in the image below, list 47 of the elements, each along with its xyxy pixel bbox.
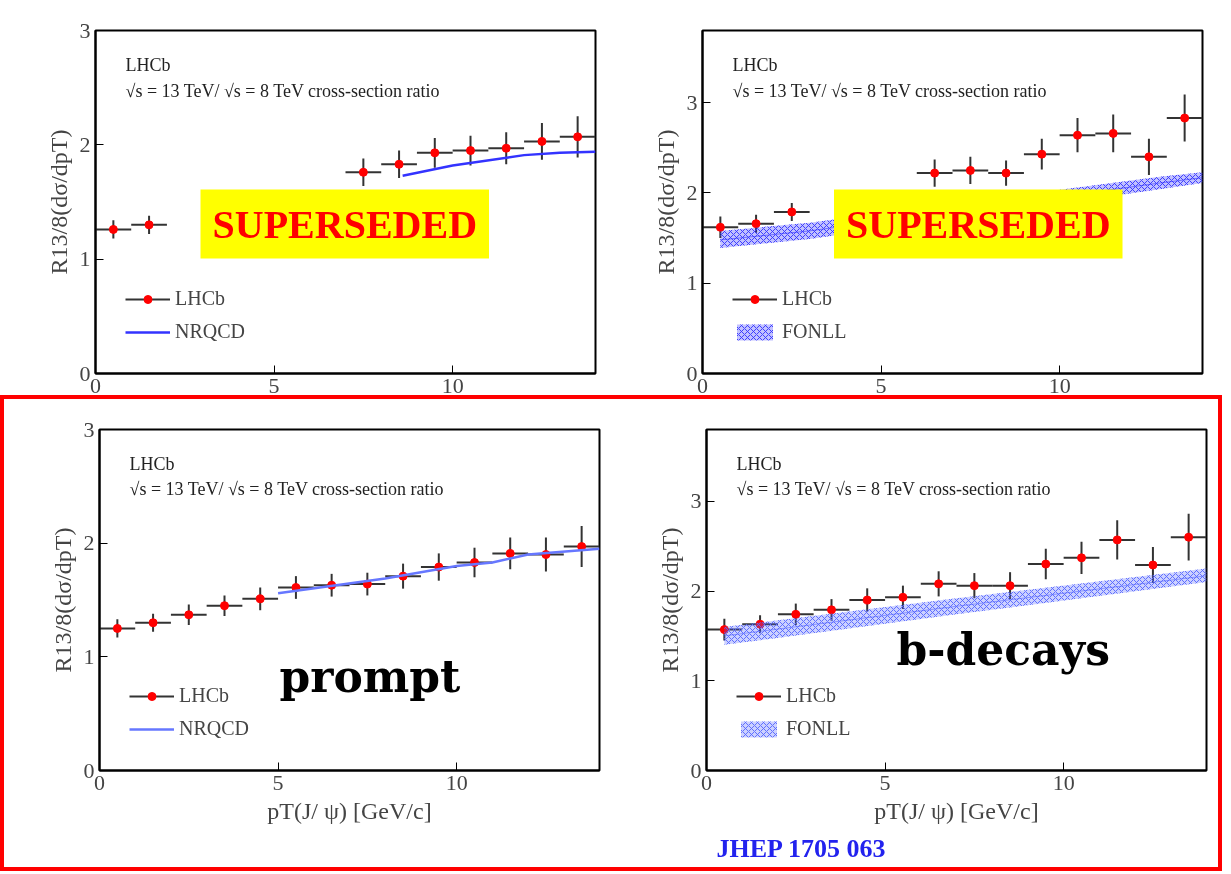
x-tick-label: 10 (441, 372, 464, 398)
y-axis-title: R13/8(dσ/dpT) (656, 527, 683, 673)
y-tick-label: 1 (79, 246, 91, 272)
x-tick-label: 10 (445, 769, 468, 795)
legend-label: LHCb (782, 287, 832, 310)
annotation: SUPERSEDED (846, 201, 1111, 247)
annotation: LHCb (736, 453, 782, 474)
legend-label: LHCb (175, 287, 225, 310)
legend-label: NRQCD (175, 320, 246, 343)
y-tick-label: 3 (83, 416, 95, 442)
x-axis-title: pT(J/ ψ) [GeV/c] (874, 797, 1039, 824)
x-tick-label: 5 (875, 372, 887, 398)
annotation: LHCb (732, 55, 778, 76)
annotation: √s = 13 TeV/ √s = 8 TeV cross-section ratio (736, 479, 1051, 500)
annotation: √s = 13 TeV/ √s = 8 TeV cross-section ratio (129, 479, 444, 500)
x-tick-label: 5 (272, 769, 284, 795)
legend-label: LHCb (786, 684, 836, 707)
annotation: prompt (279, 651, 462, 703)
annotation: LHCb (129, 453, 175, 474)
x-tick-label: 10 (1052, 769, 1075, 795)
y-tick-label: 1 (690, 667, 702, 693)
y-tick-label: 2 (79, 131, 91, 157)
x-tick-label: 5 (268, 372, 280, 398)
x-tick-label: 10 (1048, 372, 1071, 398)
y-tick-label: 3 (690, 488, 702, 514)
legend-label: NRQCD (179, 717, 250, 740)
y-axis-title: R13/8(dσ/dpT) (652, 129, 679, 275)
x-tick-label: 5 (879, 769, 891, 795)
y-tick-label: 2 (83, 530, 95, 556)
y-tick-label: 1 (686, 270, 698, 296)
y-tick-label: 3 (79, 17, 91, 43)
legend-label: FONLL (782, 320, 847, 343)
x-axis-title: pT(J/ ψ) [GeV/c] (267, 797, 432, 824)
legend-label: LHCb (179, 684, 229, 707)
y-tick-label: 3 (686, 89, 698, 115)
annotation: LHCb (125, 55, 171, 76)
annotation: √s = 13 TeV/ √s = 8 TeV cross-section ratio (732, 80, 1047, 101)
y-tick-label: 2 (690, 578, 702, 604)
y-axis-title: R13/8(dσ/dpT) (49, 527, 76, 673)
y-tick-label: 2 (686, 179, 698, 205)
annotation: b-decays (896, 624, 1110, 676)
annotation: √s = 13 TeV/ √s = 8 TeV cross-section ratio (125, 80, 440, 101)
text: JHEP 1705 063 (716, 833, 886, 863)
legend-label: FONLL (786, 717, 851, 740)
annotation: SUPERSEDED (212, 201, 478, 247)
y-tick-label: 1 (83, 643, 95, 669)
y-axis-title: R13/8(dσ/dpT) (45, 129, 72, 275)
